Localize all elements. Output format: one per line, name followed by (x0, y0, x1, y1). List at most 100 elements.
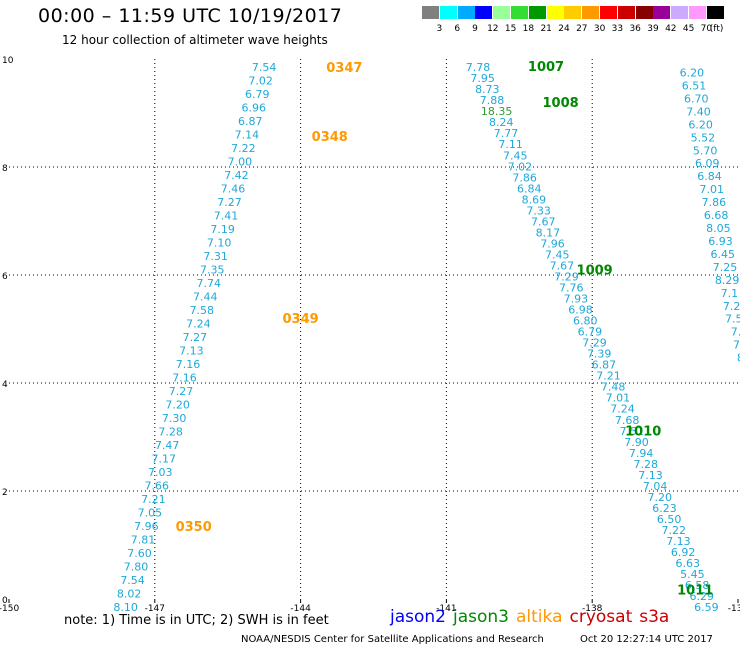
wave-height-value: 7.45 (503, 149, 528, 162)
wave-height-value: 7.58 (190, 304, 215, 317)
scale-swatch (600, 6, 617, 19)
wave-height-value: 7.1 (721, 287, 739, 300)
wave-height-value: 7.27 (217, 196, 242, 209)
wave-height-value: 8 (737, 352, 740, 365)
wave-height-value: 7.03 (148, 466, 173, 479)
wave-height-value: 7.24 (610, 403, 635, 416)
wave-height-value: 7.22 (231, 142, 256, 155)
pass-time-label: 0347 (326, 61, 362, 76)
scale-swatch (457, 6, 475, 19)
scale-label: 70 (700, 24, 713, 34)
wave-height-value: 7.27 (183, 331, 208, 344)
wave-height-value: 7.96 (540, 237, 565, 250)
wave-height-value: 6.29 (689, 590, 714, 603)
units-note: note: 1) Time is in UTC; 2) SWH is in fe… (64, 613, 329, 628)
scale-swatch (653, 6, 671, 19)
wave-height-value: 7.17 (151, 453, 176, 466)
wave-height-value: 7.68 (615, 414, 640, 427)
scale-label: 42 (665, 24, 677, 34)
wave-height-value: 7.35 (200, 264, 225, 277)
scale-label: 24 (558, 24, 570, 34)
wave-height-value: 8.24 (489, 116, 514, 129)
pass-time-label: 1007 (528, 60, 564, 75)
wave-height-value: 7.29 (554, 270, 579, 283)
wave-height-value: 8.17 (536, 226, 561, 239)
wave-height-value: 6.63 (676, 557, 701, 570)
wave-height-value: 7.21 (596, 370, 621, 383)
wave-height-value: 7.20 (648, 491, 673, 504)
scale-swatch (617, 6, 635, 19)
wave-height-value: 7.13 (666, 535, 691, 548)
wave-height-value: 6.79 (245, 88, 270, 101)
pass-time-label: 1008 (543, 96, 579, 111)
wave-height-value: 7.44 (193, 291, 218, 304)
wave-height-value: 8.29 (715, 274, 740, 287)
wave-height-value: 6.80 (573, 315, 598, 328)
y-tick-label: 10 (2, 56, 14, 66)
wave-height-value: 5.70 (693, 144, 718, 157)
scale-label: 39 (647, 24, 659, 34)
wave-height-value: 8.69 (522, 193, 547, 206)
legend-item: cryosat (569, 607, 633, 627)
scale-swatch (689, 6, 706, 19)
wave-height-value: 7.86 (512, 171, 537, 184)
wave-height-value: 8.02 (117, 588, 142, 601)
wave-height-value: 7.77 (494, 127, 519, 140)
wave-height-value: 7.41 (214, 210, 239, 223)
wave-height-value: 7.80 (124, 561, 149, 574)
wave-height-value: 18.35 (481, 105, 513, 118)
scale-label: 45 (682, 24, 695, 34)
pass-time-label: 0348 (312, 130, 348, 145)
pass-time-label: 0349 (283, 312, 319, 327)
x-tick-label: -144 (290, 604, 311, 614)
scale-swatch (422, 6, 439, 19)
footer-credit: NOAA/NESDIS Center for Satellite Applica… (241, 634, 544, 645)
scale-swatch (564, 6, 582, 19)
y-tick-label: 4 (2, 380, 8, 390)
wave-height-value: 7.86 (702, 196, 727, 209)
pass-time-label: 1011 (677, 583, 713, 598)
wave-height-value: 7.2 (723, 300, 740, 313)
legend-item: altika (516, 607, 563, 627)
wave-height-value: 5.45 (680, 568, 705, 581)
wave-height-value: 7.04 (643, 480, 668, 493)
wave-height-value: 6.51 (682, 79, 707, 92)
legend-item: jason3 (453, 607, 509, 627)
wave-height-value: 7.46 (221, 183, 246, 196)
wave-height-value: 7. (731, 326, 740, 339)
wave-height-value: 6.84 (517, 182, 542, 195)
wave-height-value: 6.58 (685, 579, 710, 592)
wave-height-value: 7.94 (629, 447, 654, 460)
wave-height-value: 7.74 (196, 277, 221, 290)
wave-height-value: 6.20 (688, 118, 713, 131)
wave-height-value: 7.78 (466, 61, 491, 74)
scale-swatch (582, 6, 600, 19)
wave-height-value: 7.28 (158, 426, 183, 439)
scale-swatch (511, 6, 528, 19)
scale-swatch (439, 6, 457, 19)
y-tick-label: 6 (2, 272, 8, 282)
wave-height-value: 6.50 (657, 513, 682, 526)
wave-height-value: 7.02 (248, 75, 273, 88)
wave-height-value: 7.13 (638, 469, 663, 482)
y-tick-label: 8 (2, 164, 8, 174)
scale-label: 21 (540, 24, 552, 34)
scale-label: 3 (436, 24, 443, 34)
wave-height-value: 7.31 (203, 250, 228, 263)
wave-height-value: 7.19 (210, 223, 235, 236)
chart-subtitle: 12 hour collection of altimeter wave hei… (62, 33, 328, 47)
scale-label: 15 (504, 24, 517, 34)
wave-height-value: 6.09 (695, 157, 720, 170)
x-tick-label: -147 (145, 604, 165, 614)
wave-height-value: 7.93 (564, 293, 589, 306)
wave-height-value: 7.13 (179, 345, 204, 358)
wave-height-value: 7.24 (186, 318, 211, 331)
wave-height-value: 7.14 (235, 129, 260, 142)
wave-height-value: 7.20 (165, 399, 190, 412)
scale-swatch (706, 6, 724, 19)
wave-height-value: 7.16 (176, 358, 201, 371)
wave-height-value: 7.5 (725, 313, 740, 326)
wave-height-value: 7.67 (550, 259, 575, 272)
wave-height-value: 7.76 (559, 282, 584, 295)
wave-height-value: 7.33 (526, 204, 551, 217)
